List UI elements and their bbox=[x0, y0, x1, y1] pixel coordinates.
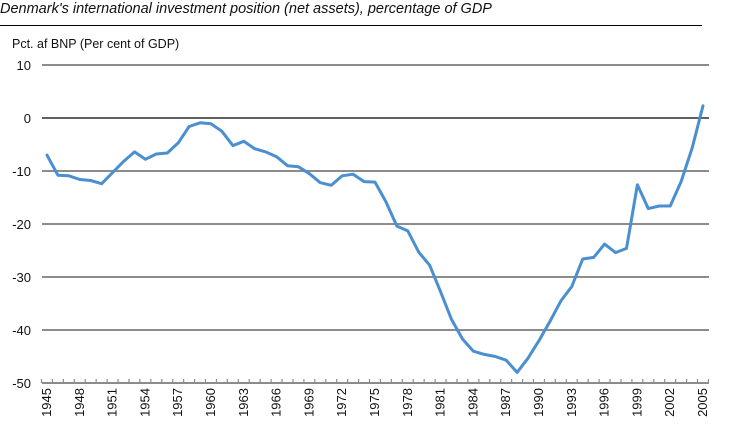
data-point bbox=[472, 350, 475, 353]
data-point bbox=[406, 229, 409, 233]
data-point bbox=[625, 247, 628, 250]
data-point bbox=[395, 224, 399, 228]
x-tick-label: 2005 bbox=[695, 388, 710, 417]
data-point bbox=[56, 174, 60, 177]
x-tick-label: 1948 bbox=[72, 388, 87, 417]
series-line bbox=[45, 104, 705, 374]
x-tick-label: 1987 bbox=[498, 388, 513, 417]
data-point bbox=[559, 299, 563, 303]
data-point bbox=[548, 320, 552, 323]
data-point bbox=[177, 141, 180, 145]
data-point bbox=[341, 174, 344, 177]
x-tick-label: 1963 bbox=[236, 388, 251, 417]
title-divider bbox=[0, 25, 702, 26]
data-point bbox=[362, 180, 366, 183]
x-tick-label: 1996 bbox=[597, 388, 612, 417]
data-point bbox=[78, 178, 82, 181]
data-point bbox=[220, 130, 224, 133]
y-tick-label: -50 bbox=[12, 376, 31, 391]
data-point bbox=[297, 165, 300, 168]
data-point bbox=[537, 339, 541, 342]
y-tick-label: -40 bbox=[12, 323, 31, 338]
data-point bbox=[45, 153, 49, 157]
data-point bbox=[122, 160, 125, 163]
data-point bbox=[701, 104, 705, 108]
data-point bbox=[373, 180, 377, 184]
data-point bbox=[494, 355, 497, 358]
y-tick-label: -30 bbox=[12, 270, 31, 285]
x-tick-label: 1972 bbox=[334, 388, 349, 417]
data-point bbox=[515, 371, 519, 374]
data-point bbox=[647, 207, 650, 210]
data-point bbox=[570, 285, 573, 288]
data-point bbox=[111, 171, 114, 174]
data-point bbox=[330, 184, 333, 187]
x-axis bbox=[40, 379, 710, 384]
x-tick-label: 1951 bbox=[105, 388, 120, 417]
x-tick-label: 1966 bbox=[269, 388, 284, 417]
data-point bbox=[209, 122, 213, 126]
data-point bbox=[319, 181, 322, 184]
x-tick-label: 1993 bbox=[564, 388, 579, 417]
data-point bbox=[286, 164, 289, 167]
x-tick-labels: 1945 1948 1951 1954 1957 1960 1963 1966 1969 1972… bbox=[39, 388, 710, 417]
data-point bbox=[636, 183, 639, 186]
x-tick-label: 1957 bbox=[170, 388, 185, 417]
x-tick-label: 1960 bbox=[203, 388, 218, 417]
data-point bbox=[614, 251, 617, 254]
data-point bbox=[483, 353, 486, 356]
x-tick-label: 1975 bbox=[367, 388, 382, 417]
data-point bbox=[679, 180, 683, 183]
data-point bbox=[603, 242, 606, 246]
data-point bbox=[100, 182, 103, 185]
data-point bbox=[166, 151, 169, 155]
x-tick-label: 1984 bbox=[465, 388, 480, 417]
data-point bbox=[253, 147, 256, 150]
data-point bbox=[384, 200, 388, 203]
data-point bbox=[592, 256, 595, 259]
x-tick-label: 1990 bbox=[531, 388, 546, 417]
x-tick-label: 1954 bbox=[137, 388, 152, 417]
data-point bbox=[275, 155, 278, 158]
x-tick-label: 1969 bbox=[301, 388, 316, 417]
x-tick-label: 1945 bbox=[39, 388, 54, 417]
y-tick-label: -10 bbox=[12, 164, 31, 179]
data-point bbox=[187, 125, 191, 128]
y-tick-label: 0 bbox=[24, 111, 31, 126]
data-point bbox=[351, 173, 355, 176]
data-point bbox=[581, 257, 584, 261]
data-point bbox=[242, 140, 245, 143]
x-tick-label: 2002 bbox=[662, 388, 677, 417]
x-tick-label: 1999 bbox=[629, 388, 644, 417]
data-point bbox=[658, 204, 661, 208]
data-point bbox=[669, 204, 672, 208]
data-point bbox=[67, 174, 71, 177]
gridlines bbox=[42, 64, 709, 331]
chart-title: Denmark's international investment posit… bbox=[0, 1, 492, 17]
data-point bbox=[428, 264, 431, 267]
data-point bbox=[690, 147, 694, 150]
data-point bbox=[461, 337, 464, 341]
y-axis-label: Pct. af BNP (Per cent of GDP) bbox=[12, 37, 179, 51]
data-point bbox=[198, 121, 202, 125]
data-point bbox=[89, 179, 92, 182]
x-tick-label: 1978 bbox=[400, 388, 415, 417]
data-point bbox=[505, 359, 508, 362]
y-tick-labels: 10 0 -10 -20 -30 -40 -50 bbox=[12, 58, 31, 391]
data-point bbox=[264, 150, 267, 154]
data-point bbox=[144, 158, 147, 161]
data-point bbox=[439, 290, 442, 293]
x-tick-label: 1981 bbox=[433, 388, 448, 417]
y-tick-label: 10 bbox=[17, 58, 31, 73]
series-group bbox=[45, 104, 705, 374]
data-point bbox=[526, 356, 530, 360]
data-point bbox=[308, 172, 311, 175]
data-point bbox=[450, 318, 453, 321]
y-tick-label: -20 bbox=[12, 217, 31, 232]
data-point bbox=[231, 144, 235, 147]
data-point bbox=[155, 152, 158, 156]
data-point bbox=[417, 250, 420, 254]
data-point bbox=[133, 150, 136, 154]
